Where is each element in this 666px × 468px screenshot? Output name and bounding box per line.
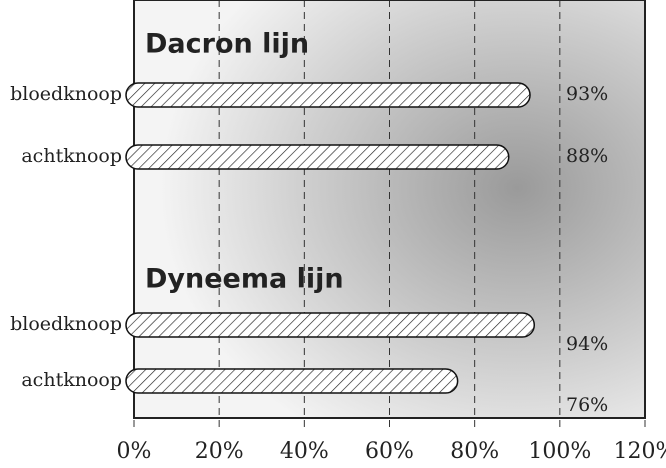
x-tick-label: 20% <box>195 439 244 464</box>
value-label: 88% <box>566 145 608 167</box>
x-tick-label: 0% <box>117 439 152 464</box>
category-label: achtknoop <box>21 369 122 391</box>
x-tick-label: 40% <box>280 439 329 464</box>
x-tick-label: 60% <box>365 439 414 464</box>
value-label: 76% <box>566 394 608 416</box>
category-label: bloedknoop <box>10 313 122 335</box>
value-label: 94% <box>566 333 608 355</box>
bar <box>126 83 530 107</box>
category-label: bloedknoop <box>10 83 122 105</box>
group-title: Dyneema lijn <box>145 264 344 295</box>
category-label: achtknoop <box>21 145 122 167</box>
group-title: Dacron lijn <box>145 29 309 60</box>
value-label: 93% <box>566 83 608 105</box>
bar <box>126 145 509 169</box>
x-tick-label: 80% <box>450 439 499 464</box>
chart: 0% 20% 40% 60% 80% 100% 120% Dacron lijn bloedkn… <box>0 0 666 468</box>
x-tick-label: 100% <box>528 439 591 464</box>
bar <box>126 313 534 337</box>
x-tick-label: 120% <box>614 439 666 464</box>
bar <box>126 369 458 393</box>
